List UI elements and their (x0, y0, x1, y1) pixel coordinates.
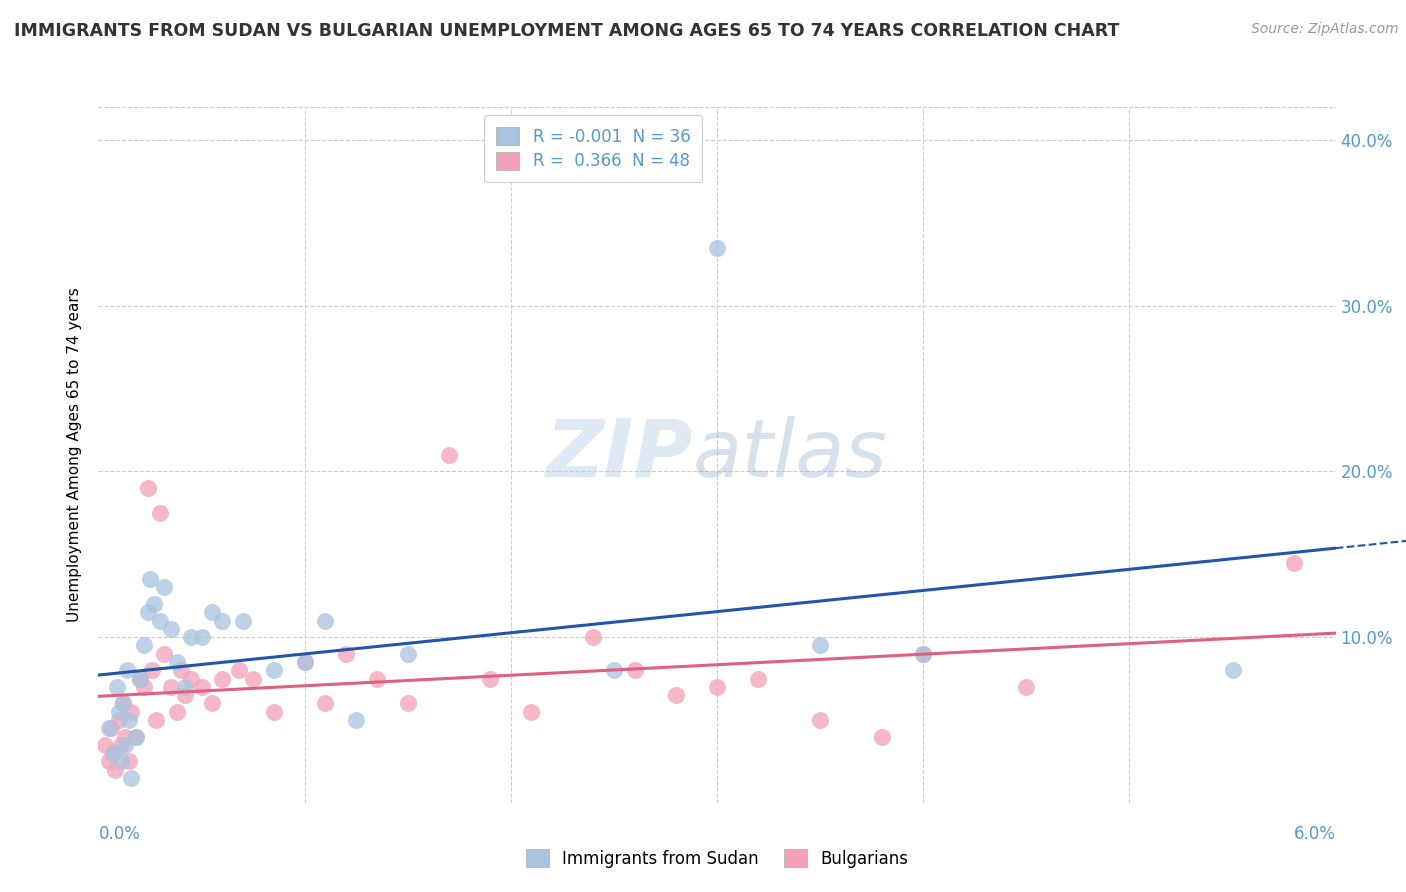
Point (232, 614, 254, 628)
Point (1015, 680, 1038, 694)
Point (136, 481, 159, 495)
Point (153, 647, 176, 661)
Point (228, 663, 250, 677)
Point (335, 647, 357, 661)
Point (180, 630, 202, 644)
Point (149, 614, 172, 628)
Point (870, 730, 893, 744)
Point (1222, 663, 1244, 677)
Point (136, 605, 159, 619)
Point (108, 713, 131, 727)
Point (159, 622, 181, 636)
Point (118, 713, 141, 727)
Point (747, 672, 769, 686)
Point (396, 647, 419, 661)
Point (808, 713, 831, 727)
Text: 0.0%: 0.0% (98, 825, 141, 843)
Point (479, 672, 502, 686)
Point (201, 605, 224, 619)
Point (706, 680, 728, 694)
Point (101, 746, 124, 760)
Point (201, 697, 224, 711)
Point (112, 697, 135, 711)
Point (104, 763, 127, 777)
Point (582, 630, 605, 644)
Point (437, 448, 460, 462)
Point (149, 506, 172, 520)
Point (97, 721, 120, 735)
Point (912, 647, 935, 661)
Point (623, 663, 645, 677)
Point (665, 688, 688, 702)
Point (706, 241, 728, 255)
Point (174, 680, 197, 694)
Point (263, 663, 285, 677)
Text: 6.0%: 6.0% (1294, 825, 1336, 843)
Point (603, 663, 626, 677)
Point (366, 672, 388, 686)
Point (124, 730, 146, 744)
Text: atlas: atlas (692, 416, 887, 494)
Point (132, 680, 155, 694)
Point (93, 738, 115, 752)
Point (912, 647, 935, 661)
Point (808, 639, 831, 653)
Point (170, 663, 193, 677)
Point (114, 738, 136, 752)
Point (166, 655, 188, 669)
Point (110, 738, 132, 752)
Point (120, 771, 142, 785)
Point (396, 697, 419, 711)
Point (190, 630, 212, 644)
Point (118, 755, 141, 769)
Point (120, 705, 142, 719)
Point (110, 755, 132, 769)
Point (314, 697, 336, 711)
Point (128, 672, 150, 686)
Point (314, 614, 336, 628)
Text: Source: ZipAtlas.com: Source: ZipAtlas.com (1251, 22, 1399, 37)
Point (117, 663, 139, 677)
Point (166, 705, 188, 719)
Point (114, 730, 136, 744)
Point (105, 680, 128, 694)
Legend: Immigrants from Sudan, Bulgarians: Immigrants from Sudan, Bulgarians (516, 839, 918, 878)
Y-axis label: Unemployment Among Ages 65 to 74 years: Unemployment Among Ages 65 to 74 years (67, 287, 83, 623)
Point (153, 581, 176, 595)
Point (180, 672, 202, 686)
Point (101, 746, 124, 760)
Point (174, 688, 197, 702)
Point (139, 572, 162, 586)
Point (132, 639, 155, 653)
Point (141, 663, 163, 677)
Point (128, 672, 150, 686)
Point (97, 755, 120, 769)
Point (211, 672, 233, 686)
Point (145, 713, 167, 727)
Point (520, 705, 543, 719)
Point (108, 705, 131, 719)
Point (294, 655, 316, 669)
Text: ZIP: ZIP (546, 416, 692, 494)
Text: IMMIGRANTS FROM SUDAN VS BULGARIAN UNEMPLOYMENT AMONG AGES 65 TO 74 YEARS CORREL: IMMIGRANTS FROM SUDAN VS BULGARIAN UNEMP… (14, 22, 1119, 40)
Point (124, 730, 146, 744)
Point (294, 655, 316, 669)
Point (263, 705, 285, 719)
Point (242, 672, 264, 686)
Point (159, 680, 181, 694)
Point (190, 680, 212, 694)
Point (100, 721, 122, 735)
Point (143, 597, 166, 611)
Point (344, 713, 367, 727)
Point (211, 614, 233, 628)
Point (1284, 556, 1306, 570)
Point (112, 697, 135, 711)
